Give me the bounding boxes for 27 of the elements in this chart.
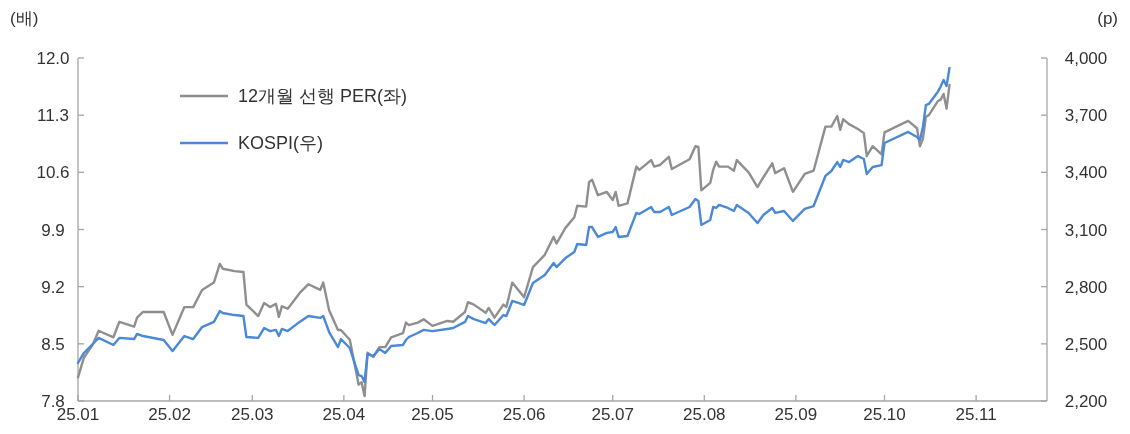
x-tick-label: 25.06 [502,405,546,424]
y2-tick-label: 2,200 [1064,392,1108,411]
x-tick-label: 25.02 [148,405,191,424]
y2-tick-label: 3,400 [1064,163,1108,183]
y-axis-title: (배) [10,9,39,28]
x-tick-label: 25.03 [231,405,274,424]
x-tick-label: 25.10 [863,405,906,424]
y-tick-label: 11.3 [37,106,69,126]
x-tick-label: 25.04 [322,405,366,424]
y-tick-label: 9.9 [41,220,65,240]
y-tick-label: 12.0 [36,49,70,68]
x-tick-label: 25.08 [683,405,726,424]
y2-axis-title: (p) [1097,9,1118,28]
legend-label: KOSPI(우) [238,133,324,153]
x-tick-label: 25.11 [955,405,997,424]
x-tick-label: 25.07 [591,405,634,424]
y-tick-label: 8.5 [41,334,65,354]
y2-tick-label: 4,000 [1064,49,1108,68]
legend-label: 12개월 선행 PER(좌) [238,86,408,106]
y2-tick-label: 2,800 [1064,277,1108,297]
x-tick-label: 25.05 [411,405,454,424]
y-tick-label: 9.2 [41,277,65,297]
y2-tick-label: 3,700 [1064,106,1108,126]
y-tick-label: 10.6 [36,163,70,183]
y2-tick-label: 3,100 [1064,220,1108,240]
y2-tick-label: 2,500 [1064,334,1108,354]
x-tick-label: 25.09 [774,405,818,424]
